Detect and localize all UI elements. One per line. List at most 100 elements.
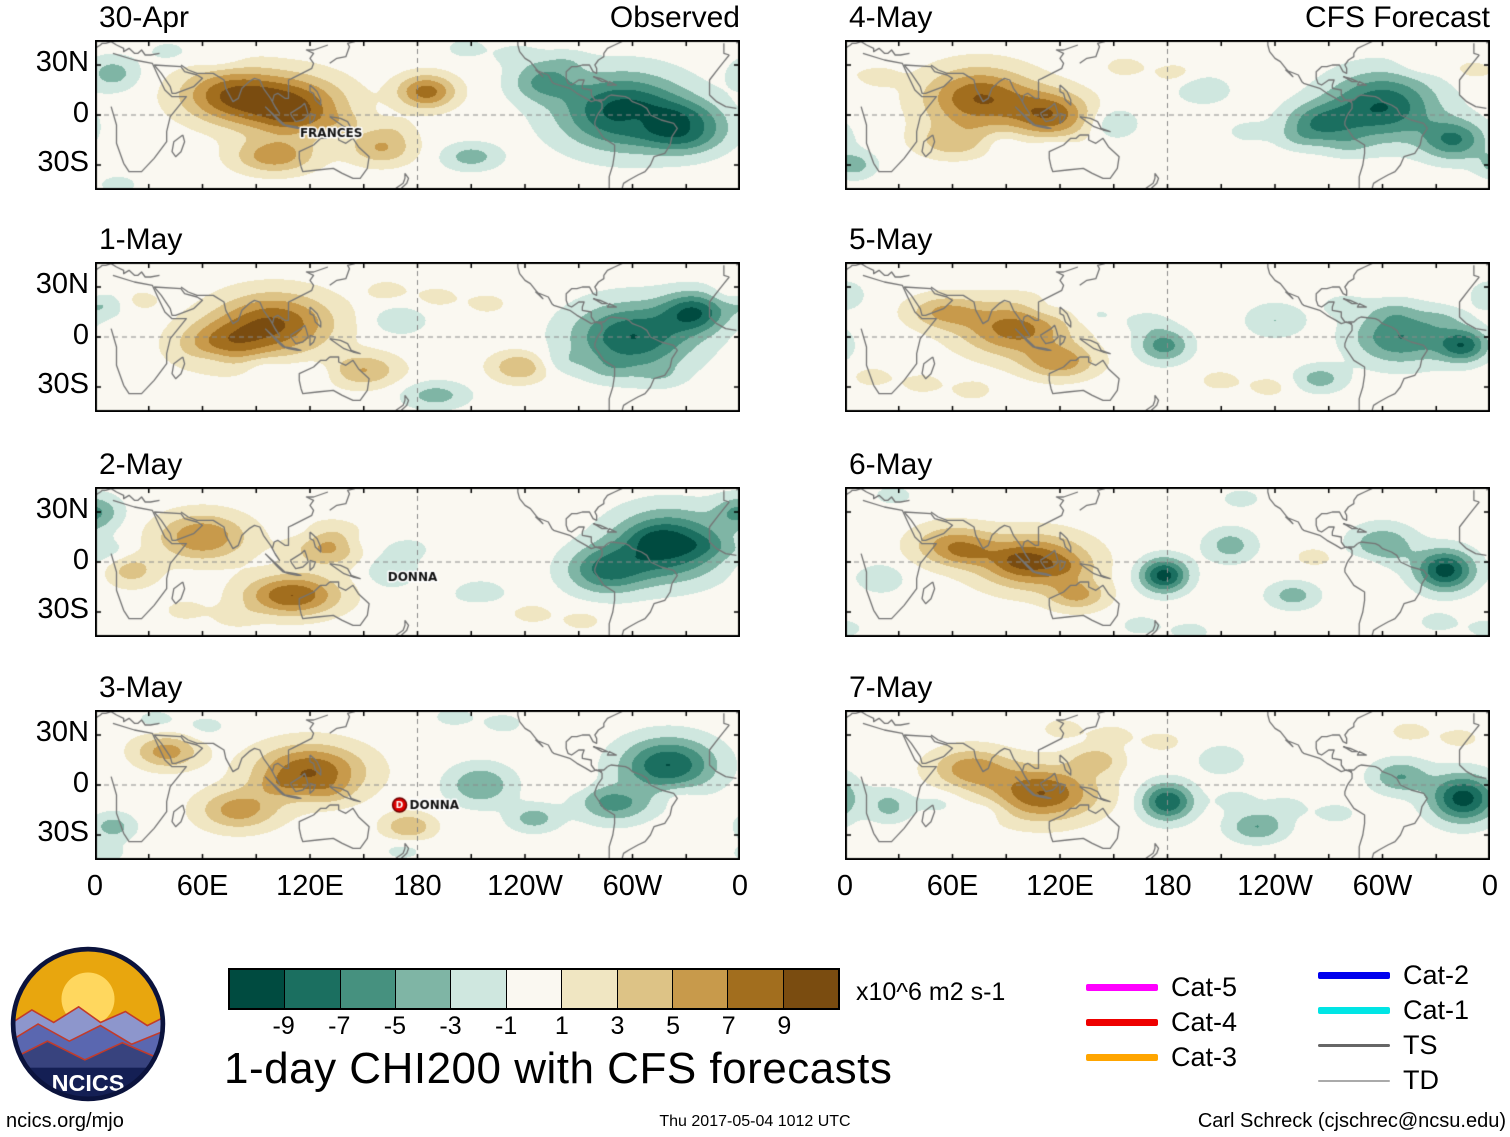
colorbar-tick-label: 3 (610, 1012, 625, 1040)
y-axis-label-eq: 0 (72, 767, 89, 799)
legend-row: TS (1318, 1028, 1469, 1063)
colorbar-segment (451, 970, 507, 1008)
colorbar-segment (285, 970, 341, 1008)
legend-line-sample (1318, 1079, 1390, 1082)
y-axis-label-30n: 30N (35, 268, 89, 300)
y-axis-label-30n: 30N (35, 716, 89, 748)
contour-map-canvas (845, 262, 1490, 412)
x-tick-label: 120W (487, 870, 563, 902)
map-panel-1may: 1-May 30N 0 30S (36, 224, 740, 412)
legend-row: Cat-3 (1086, 1040, 1237, 1075)
map-panel-7may: 7-May (845, 672, 1490, 860)
ncics-logo-text: NCICS (52, 1070, 125, 1096)
legend-row: Cat-5 (1086, 970, 1237, 1005)
legend-label: Cat-3 (1171, 1042, 1238, 1072)
contour-map-canvas (95, 262, 740, 412)
y-axis-label-eq: 0 (72, 319, 89, 351)
legend-line-sample (1318, 972, 1390, 979)
legend-line-sample (1318, 1007, 1390, 1014)
contour-map-canvas (95, 487, 740, 637)
contour-map-canvas (95, 40, 740, 190)
y-axis-label-30s: 30S (37, 816, 89, 848)
legend-label: TS (1403, 1030, 1438, 1060)
legend-label: Cat-1 (1403, 995, 1470, 1025)
observed-column-header: Observed (609, 1, 740, 34)
legend-line-sample (1086, 1019, 1158, 1026)
map-panel-3may: 3-May 30N 0 30S (36, 672, 740, 860)
x-tick-label: 0 (1481, 870, 1499, 902)
colorbar-tick-label: 1 (554, 1012, 569, 1040)
colorbar-segment (562, 970, 618, 1008)
map-panel-4may: 4-May CFS Forecast (845, 2, 1490, 190)
legend-line-sample (1086, 984, 1158, 991)
y-axis-label-30n: 30N (35, 493, 89, 525)
map-panel-2may: 2-May 30N 0 30S (36, 449, 740, 637)
ncics-logo-image: NCICS (10, 946, 166, 1102)
colorbar-segment (728, 970, 784, 1008)
legend-row: TD (1318, 1063, 1469, 1098)
figure-title: 1-day CHI200 with CFS forecasts (224, 1044, 893, 1093)
colorbar-tick-label: -9 (272, 1012, 295, 1040)
colorbar-segment (230, 970, 286, 1008)
y-axis-label-eq: 0 (72, 544, 89, 576)
colorbar-segment (783, 970, 838, 1008)
y-axis-label-30s: 30S (37, 593, 89, 625)
panel-date: 4-May (849, 1, 933, 34)
x-axis-right-column: 0 60E 120E 180 120W 60W 0 (837, 870, 1498, 906)
contour-map-canvas (95, 710, 740, 860)
panel-date: 5-May (849, 223, 933, 256)
forecast-column-header: CFS Forecast (1304, 1, 1490, 34)
panel-date: 6-May (849, 448, 933, 481)
x-tick-label: 60E (926, 870, 979, 902)
colorbar-segment (672, 970, 729, 1008)
legend-line-sample (1086, 1054, 1158, 1061)
x-tick-label: 60W (1352, 870, 1413, 902)
y-axis-label-30n: 30N (35, 46, 89, 78)
x-tick-label: 0 (86, 870, 104, 902)
panel-date: 7-May (849, 671, 933, 704)
contour-map-canvas (845, 487, 1490, 637)
footer-author: Carl Schreck (cjschrec@ncsu.edu) (1197, 1110, 1506, 1132)
panel-date: 3-May (99, 671, 183, 704)
legend-row: Cat-4 (1086, 1005, 1237, 1040)
map-panel-5may: 5-May (845, 224, 1490, 412)
colorbar-tick-label: 5 (666, 1012, 681, 1040)
colorbar-tick-label: -5 (383, 1012, 407, 1040)
colorbar (228, 968, 840, 1010)
footer-site-link: ncics.org/mjo (6, 1110, 124, 1132)
x-tick-label: 120E (1026, 870, 1094, 902)
panel-date: 2-May (99, 448, 183, 481)
ncics-logo: NCICS (10, 946, 166, 1107)
x-tick-label: 120W (1237, 870, 1313, 902)
x-tick-label: 60E (176, 870, 229, 902)
legend-label: Cat-5 (1171, 972, 1238, 1002)
x-tick-label: 0 (731, 870, 749, 902)
colorbar-tick-label: -1 (495, 1012, 518, 1040)
contour-map-canvas (845, 40, 1490, 190)
map-panel-6may: 6-May (845, 449, 1490, 637)
legend-line-sample (1318, 1044, 1390, 1047)
colorbar-labels: -9 -7 -5 -3 -1 1 3 5 7 9 (228, 1012, 840, 1042)
legend-label: Cat-2 (1403, 960, 1470, 990)
panel-date: 1-May (99, 223, 183, 256)
y-axis-label-30s: 30S (37, 368, 89, 400)
colorbar-tick-label: 7 (721, 1012, 736, 1040)
colorbar-tick-label: -7 (328, 1012, 351, 1040)
legend-label: TD (1403, 1065, 1439, 1095)
y-axis-label-30s: 30S (37, 146, 89, 178)
colorbar-segment (506, 970, 563, 1008)
contour-map-canvas (845, 710, 1490, 860)
legend-label: Cat-4 (1171, 1007, 1238, 1037)
colorbar-segment (617, 970, 673, 1008)
colorbar-tick-label: 9 (777, 1012, 792, 1040)
legend-row: Cat-1 (1318, 993, 1469, 1028)
x-tick-label: 60W (602, 870, 663, 902)
colorbar-units: x10^6 m2 s-1 (856, 978, 1006, 1006)
x-tick-label: 120E (276, 870, 344, 902)
colorbar-tick-label: -3 (439, 1012, 462, 1040)
legend-row: Cat-2 (1318, 958, 1469, 993)
colorbar-segment (340, 970, 397, 1008)
storm-legend-left: Cat-5 Cat-4 Cat-3 (1086, 970, 1237, 1075)
footer-timestamp: Thu 2017-05-04 1012 UTC (659, 1113, 851, 1130)
